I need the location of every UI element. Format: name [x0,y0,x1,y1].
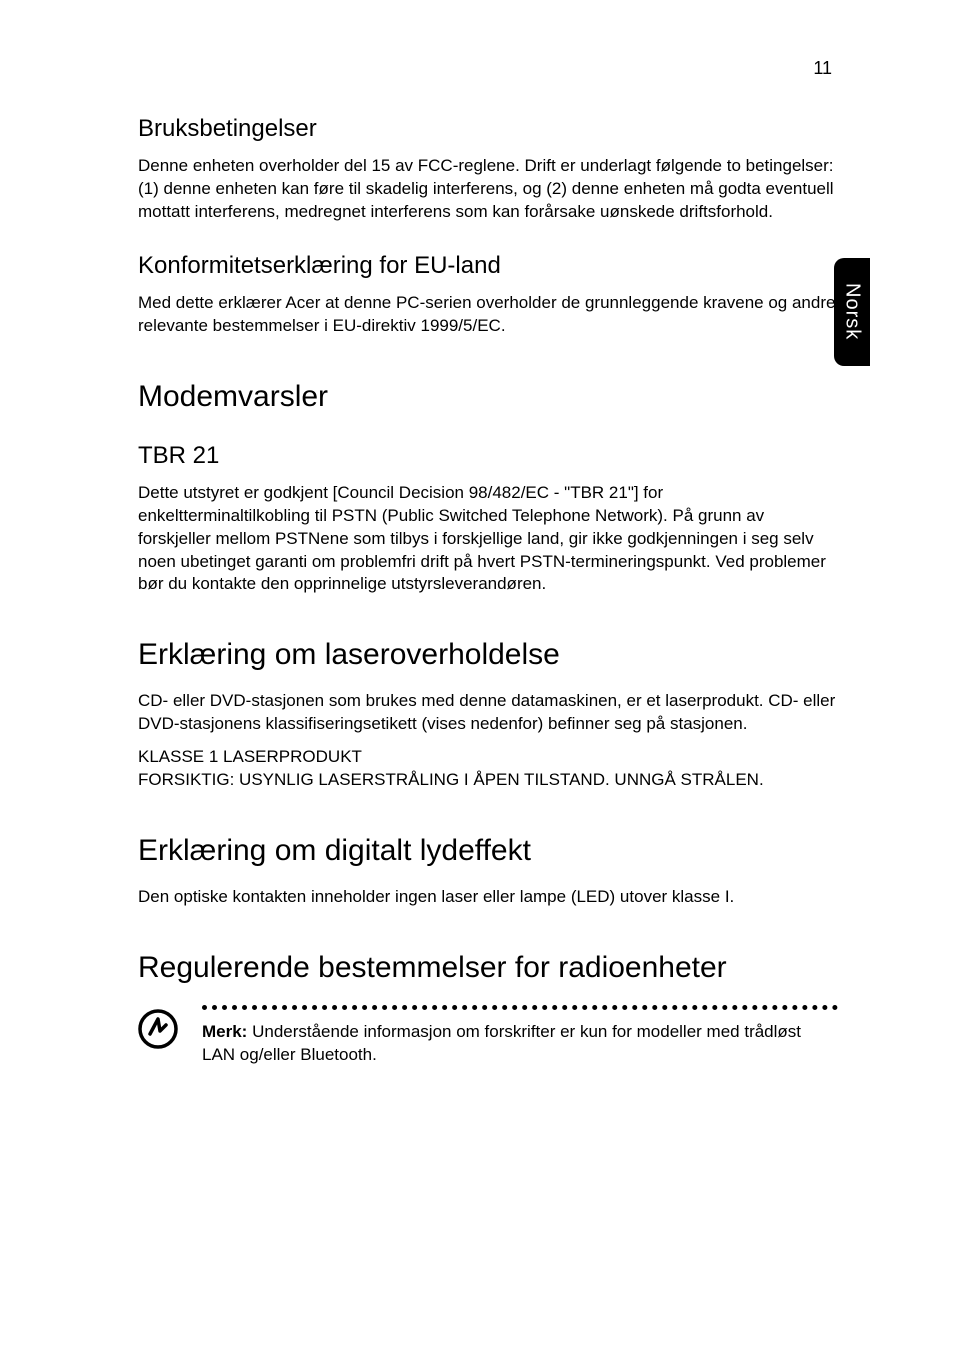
body-laser: CD- eller DVD-stasjonen som brukes med d… [138,690,838,736]
body-digital: Den optiske kontakten inneholder ingen l… [138,886,838,909]
note-text-wrap: Merk: Understående informasjon om forskr… [202,1003,838,1067]
note-block: Merk: Understående informasjon om forskr… [138,1003,838,1067]
note-text: Merk: Understående informasjon om forskr… [202,1021,838,1067]
heading-bruksbetingelser: Bruksbetingelser [138,115,838,143]
heading-digital: Erklæring om digitalt lydeffekt [138,834,838,868]
page-content: Bruksbetingelser Denne enheten overholde… [138,115,838,1067]
note-body: Understående informasjon om forskrifter … [202,1022,801,1064]
note-label: Merk: [202,1022,247,1041]
body-bruksbetingelser: Denne enheten overholder del 15 av FCC-r… [138,155,838,224]
heading-tbr21: TBR 21 [138,442,838,470]
heading-radio: Regulerende bestemmelser for radioenhete… [138,951,838,985]
heading-laser: Erklæring om laseroverholdelse [138,638,838,672]
page-number: 11 [813,58,832,79]
caps-laser: KLASSE 1 LASERPRODUKT FORSIKTIG: USYNLIG… [138,746,838,792]
dotted-divider [202,1003,838,1011]
body-tbr21: Dette utstyret er godkjent [Council Deci… [138,482,838,597]
note-icon [138,1009,178,1049]
body-konformitet: Med dette erklærer Acer at denne PC-seri… [138,292,838,338]
heading-modemvarsler: Modemvarsler [138,380,838,414]
language-tab: Norsk [834,258,870,366]
heading-konformitet: Konformitetserklæring for EU-land [138,252,838,280]
